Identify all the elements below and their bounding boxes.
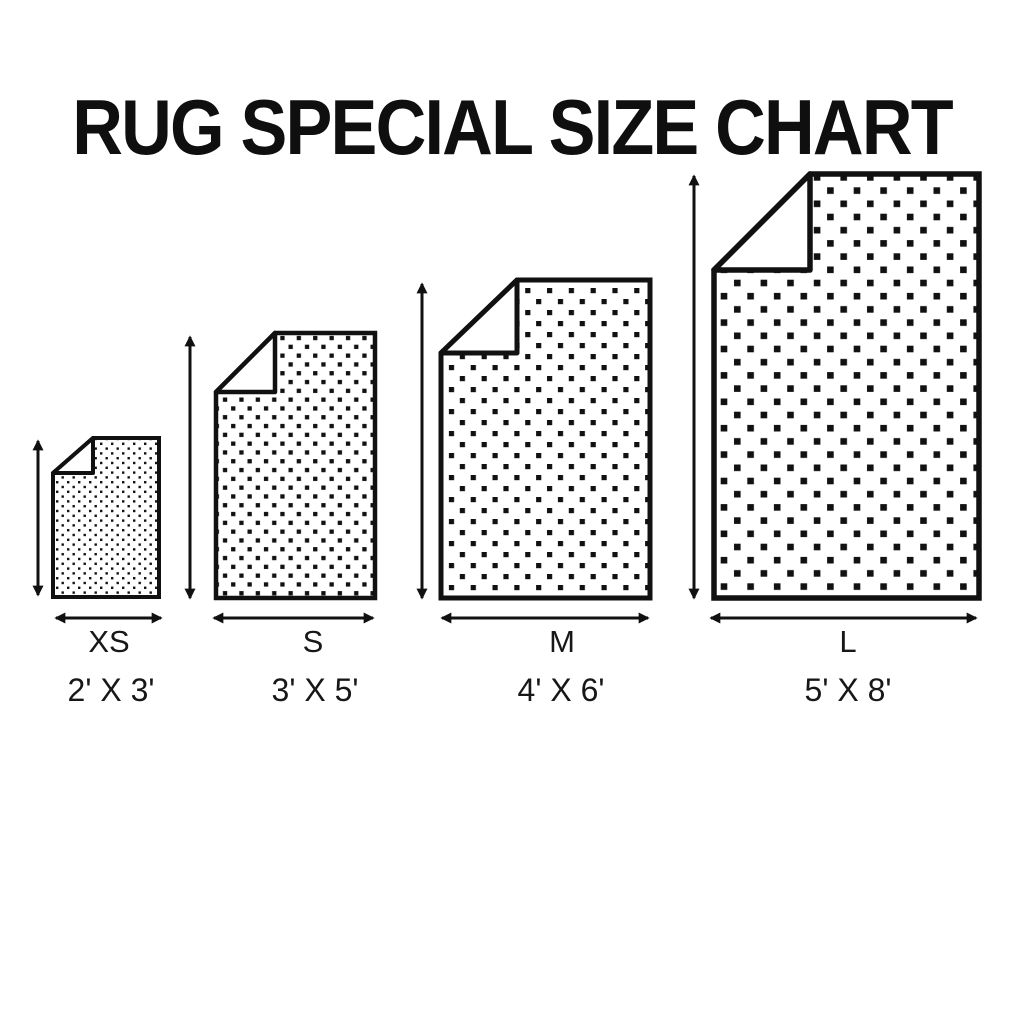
- rug-l-folded-corner: [711, 171, 813, 273]
- size-label-m: M: [549, 624, 575, 659]
- size-label-s: S: [302, 624, 324, 659]
- rug-l-group: [688, 171, 982, 624]
- size-dimensions-xs: 2' X 3': [67, 672, 155, 708]
- size-label-l: L: [839, 624, 857, 659]
- rug-xs-folded-corner: [51, 436, 95, 475]
- rug-m-group: [416, 277, 653, 624]
- size-dimensions-l: 5' X 8': [804, 672, 892, 708]
- rug-m-folded-corner: [438, 277, 520, 356]
- page-title: RUG SPECIAL SIZE CHART: [72, 83, 953, 172]
- rug-s-folded-corner: [213, 330, 278, 395]
- rug-s-group: [184, 330, 378, 624]
- size-dimensions-m: 4' X 6': [517, 672, 605, 708]
- size-label-xs: XS: [88, 624, 130, 659]
- rug-xs-group: [32, 436, 163, 624]
- size-dimensions-s: 3' X 5': [271, 672, 359, 708]
